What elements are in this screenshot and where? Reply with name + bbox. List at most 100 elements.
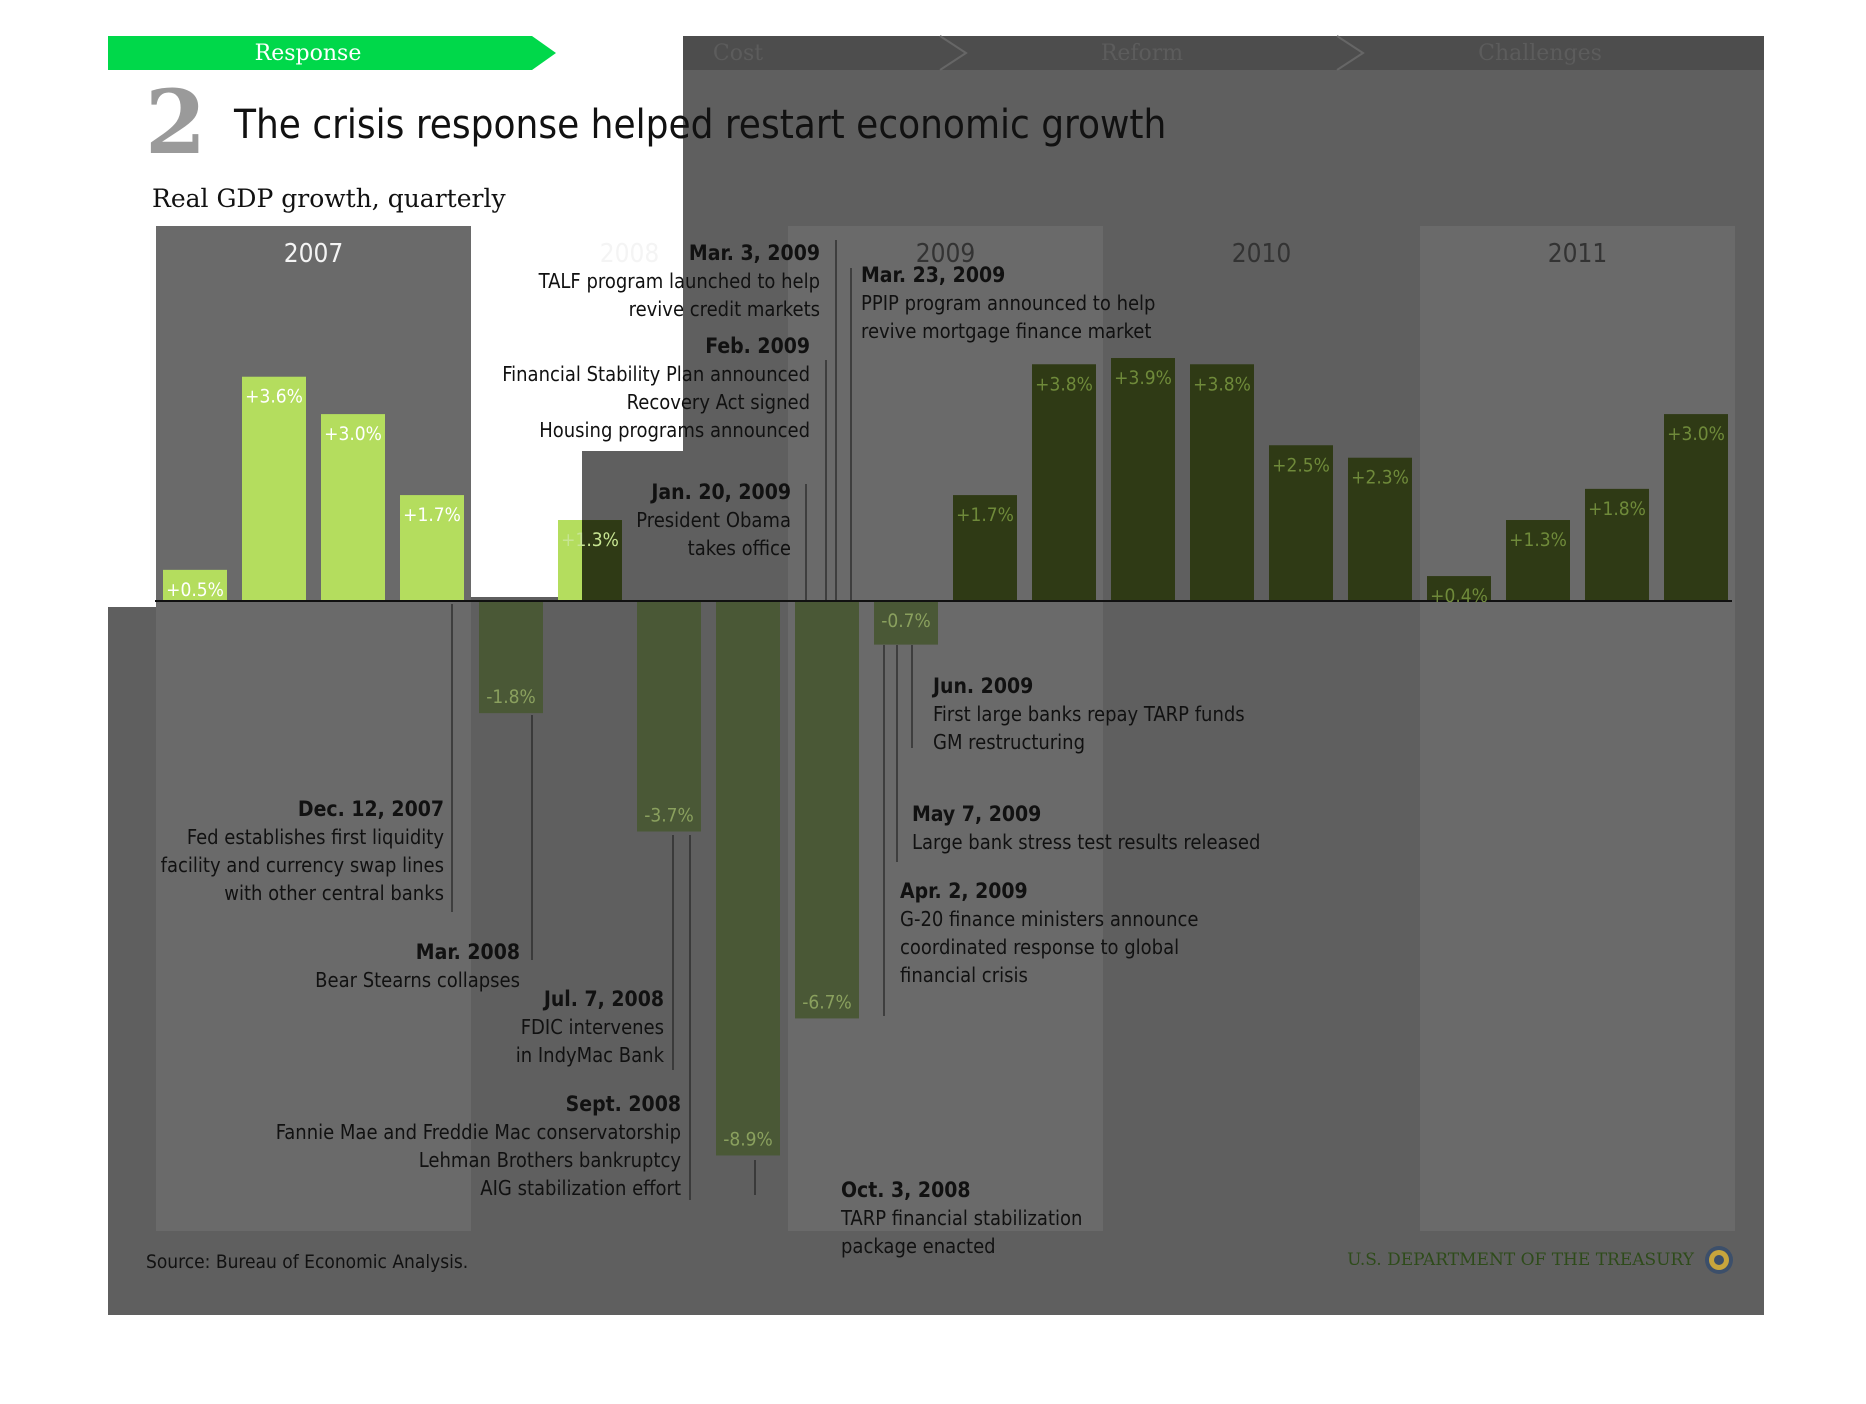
bar-label-q7: -3.7%: [644, 805, 694, 827]
tab-response[interactable]: [108, 36, 556, 70]
year-label-2008: 2008: [600, 239, 660, 269]
annotation-text: TARP financial stabilization: [840, 1206, 1082, 1230]
annotation-date: Jul. 7, 2008: [542, 987, 664, 1011]
bar-value-labels: +0.5% +3.6% +3.0% +1.7% -1.8% +1.3% -3.7% -8.9%…: [166, 367, 1725, 1150]
annotation-text: in IndyMac Bank: [516, 1043, 665, 1067]
bar-q15: [1269, 445, 1333, 601]
annotation-text: with other central banks: [224, 881, 444, 905]
bar-q5: [479, 601, 543, 714]
annotation-date: Jun. 2009: [931, 674, 1033, 698]
bar-q4: [400, 495, 464, 601]
annotation-date: Sept. 2008: [566, 1092, 681, 1116]
treasury-brand: U.S. DEPARTMENT OF THE TREASURY: [1347, 1250, 1695, 1270]
bar-label-q10: -0.7%: [881, 610, 931, 632]
bar-q9: [795, 601, 859, 1019]
annotation-text: Large bank stress test results released: [912, 830, 1260, 854]
year-label-2007: 2007: [284, 239, 344, 269]
bar-q1: [163, 569, 227, 601]
annotation-text: Financial Stability Plan announced: [502, 362, 810, 386]
bar-label-q19: +1.8%: [1588, 498, 1646, 520]
annotation-text: President Obama: [636, 508, 791, 532]
annotation-text: Bear Stearns collapses: [315, 968, 520, 992]
bar-q13: [1111, 358, 1175, 601]
page-title: The crisis response helped restart econo…: [233, 102, 1166, 148]
bar-label-q8: -8.9%: [723, 1128, 773, 1150]
annotation-date: Feb. 2009: [705, 334, 810, 358]
bar-label-q5: -1.8%: [486, 686, 536, 708]
tab-reform[interactable]: Reform: [1101, 41, 1183, 66]
bar-q3: [321, 414, 385, 601]
annotation-text: FDIC intervenes: [521, 1015, 664, 1039]
bar-label-q2: +3.6%: [245, 386, 303, 408]
section-number: 2: [145, 70, 206, 174]
annotation-date: Apr. 2, 2009: [900, 879, 1028, 903]
bar-q2: [242, 376, 306, 601]
chart-subtitle: Real GDP growth, quarterly: [152, 184, 506, 213]
annotation-text: revive mortgage finance market: [861, 319, 1151, 343]
bar-series: [163, 358, 1728, 1156]
bar-q8: [716, 601, 780, 1156]
bar-q11: [953, 495, 1017, 601]
nav-tab-strip: [683, 36, 1764, 70]
annotation-date: Mar. 2008: [416, 940, 520, 964]
nav-tabs: Response Cost Reform Challenges: [108, 35, 1764, 71]
annotation-text: Recovery Act signed: [627, 390, 810, 414]
tab-divider: [1336, 35, 1365, 71]
year-panel-2007: [156, 226, 471, 1231]
annotation-date: May 7, 2009: [912, 802, 1041, 826]
bar-label-q6: +1.3%: [561, 529, 619, 551]
bar-label-q16: +2.3%: [1351, 467, 1409, 489]
bar-q6-dimmed: [582, 520, 622, 601]
annotation-text: coordinated response to global: [900, 935, 1179, 959]
year-panels: 2007 2008 2009 2010 2011: [156, 226, 1735, 1231]
year-label-2010: 2010: [1232, 239, 1292, 269]
annotation-text: Fed establishes first liquidity: [187, 825, 445, 849]
annotation-date: Jan. 20, 2009: [649, 480, 791, 504]
annotation-text: facility and currency swap lines: [161, 853, 444, 877]
bar-label-q14: +3.8%: [1193, 373, 1251, 395]
annotation-text: Lehman Brothers bankruptcy: [419, 1148, 682, 1172]
bar-label-q12: +3.8%: [1035, 373, 1093, 395]
bar-q10: [874, 601, 938, 645]
tab-cost[interactable]: Cost: [713, 41, 763, 66]
bar-label-q11: +1.7%: [956, 504, 1014, 526]
year-label-2011: 2011: [1548, 239, 1608, 269]
annotation-text: financial crisis: [900, 963, 1028, 987]
annotation-text: GM restructuring: [933, 730, 1085, 754]
annotation-date: Mar. 3, 2009: [689, 241, 820, 265]
bar-q18: [1506, 520, 1570, 601]
bar-q17: [1427, 576, 1491, 601]
annotation-text: First large banks repay TARP funds: [933, 702, 1245, 726]
annotation-date: Mar. 23, 2009: [861, 263, 1005, 287]
bar-q19: [1585, 488, 1649, 601]
annotation-text: PPIP program announced to help: [861, 291, 1155, 315]
tab-challenges[interactable]: Challenges: [1478, 41, 1602, 66]
bar-label-q9: -6.7%: [802, 991, 852, 1013]
bar-label-q1: +0.5%: [166, 579, 224, 601]
bar-label-q17: +0.4%: [1430, 585, 1488, 607]
annotation-text: TALF program launched to help: [538, 269, 820, 293]
annotation-leaders: [451, 240, 913, 1200]
source-note: Source: Bureau of Economic Analysis.: [146, 1251, 468, 1273]
bar-q14: [1190, 364, 1254, 601]
event-annotations: Dec. 12, 2007 Fed establishes first liqui…: [161, 241, 1261, 1258]
annotation-date: Dec. 12, 2007: [298, 797, 444, 821]
bar-q12: [1032, 364, 1096, 601]
bar-q16: [1348, 457, 1412, 601]
annotation-date: Oct. 3, 2008: [841, 1178, 971, 1202]
tab-response-label[interactable]: Response: [255, 41, 362, 66]
treasury-seal-icon: [1705, 1246, 1733, 1274]
annotation-text: AIG stabilization effort: [480, 1176, 681, 1200]
annotation-text: revive credit markets: [629, 297, 820, 321]
year-label-2009: 2009: [916, 239, 976, 269]
bar-label-q15: +2.5%: [1272, 454, 1330, 476]
bar-label-q18: +1.3%: [1509, 529, 1567, 551]
bar-label-q13: +3.9%: [1114, 367, 1172, 389]
bar-q20: [1664, 414, 1728, 601]
tab-divider: [939, 35, 968, 71]
annotation-text: package enacted: [841, 1234, 996, 1258]
annotation-text: takes office: [688, 536, 791, 560]
year-panel-2011: [1420, 226, 1735, 1231]
bar-label-q3: +3.0%: [324, 423, 382, 445]
